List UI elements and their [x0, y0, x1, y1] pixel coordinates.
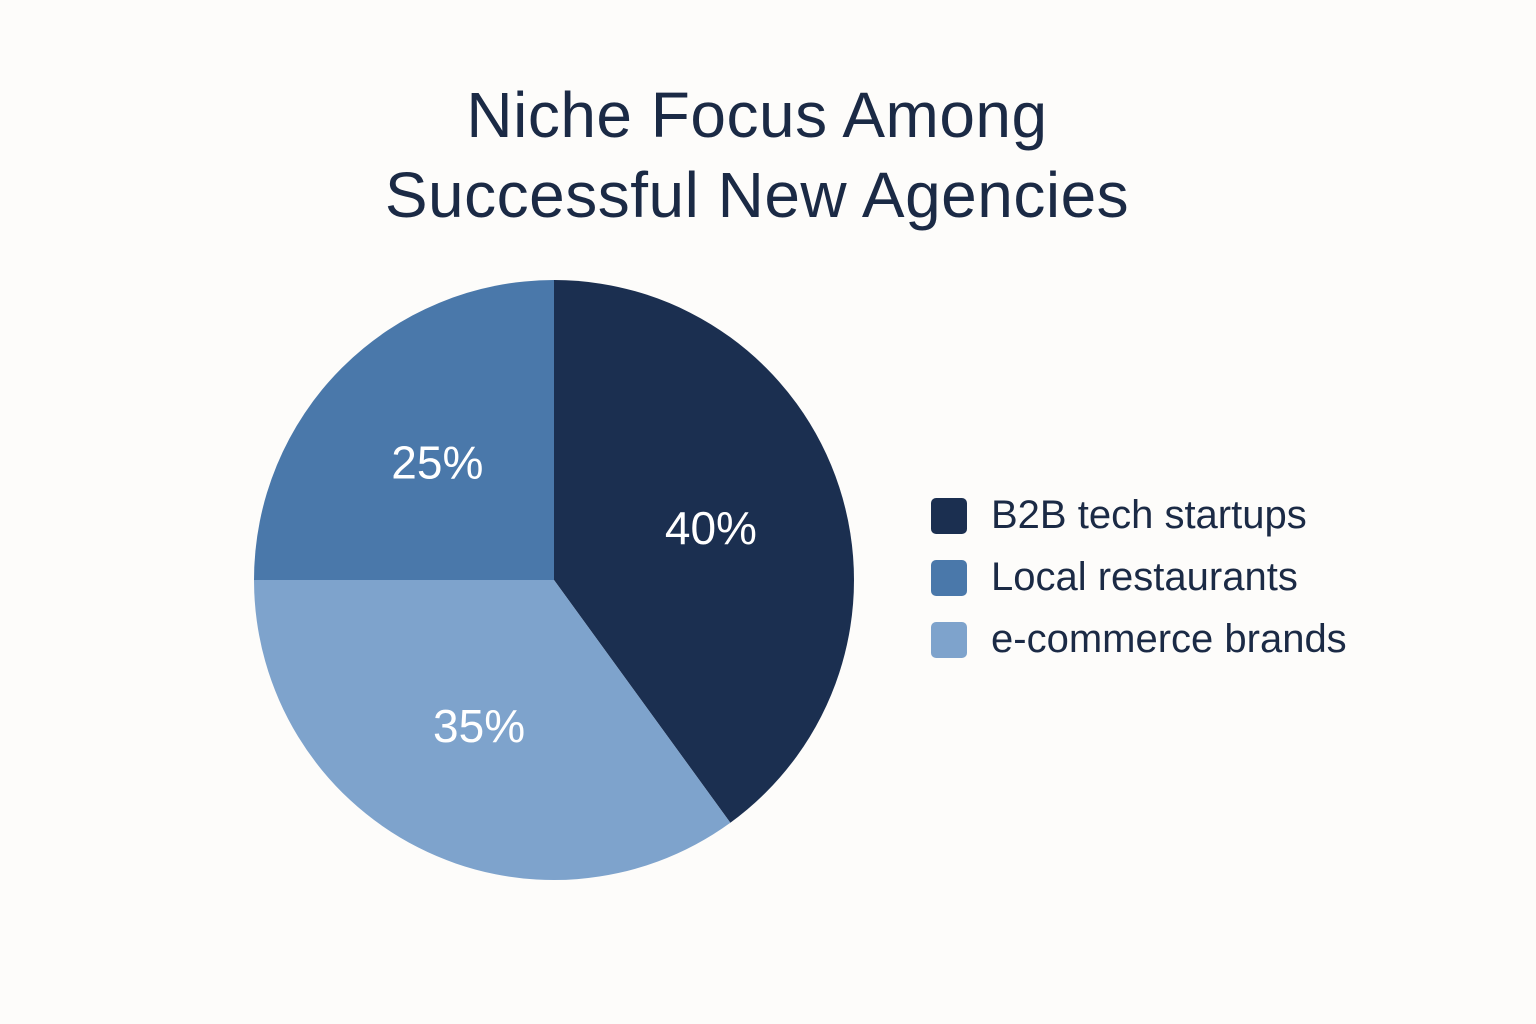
slice-data-label: 40% — [665, 502, 757, 554]
legend: B2B tech startups Local restaurants e-co… — [931, 472, 1347, 683]
legend-label: Local restaurants — [991, 555, 1298, 599]
slice-data-label: 35% — [433, 700, 525, 752]
legend-label: e-commerce brands — [991, 617, 1347, 661]
chart-title-line-2: Successful New Agencies — [384, 159, 1130, 231]
pie-slice-local-restaurants — [254, 280, 554, 580]
legend-swatch — [931, 621, 967, 658]
legend-item-ecommerce: e-commerce brands — [931, 596, 1347, 683]
legend-swatch — [931, 559, 967, 596]
pie-slice-e-commerce-brands — [254, 580, 731, 880]
slice-data-label: 25% — [391, 436, 483, 488]
chart-title: Niche Focus Among Successful New Agencie… — [0, 75, 1514, 235]
legend-label: B2B tech startups — [991, 493, 1307, 537]
pie-slice-b2b-tech-startups — [554, 280, 854, 823]
chart-title-line-1: Niche Focus Among — [466, 79, 1048, 151]
legend-swatch — [931, 497, 967, 534]
legend-item-b2b: B2B tech startups — [931, 472, 1347, 559]
legend-item-restaurants: Local restaurants — [931, 534, 1347, 621]
